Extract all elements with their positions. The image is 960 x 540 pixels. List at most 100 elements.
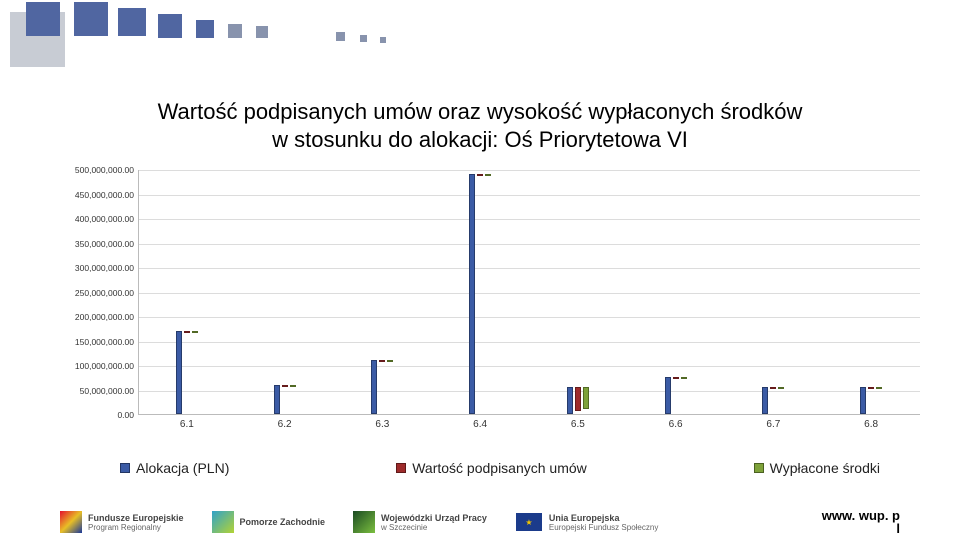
bar [860,387,866,414]
bar-group [860,387,882,414]
x-tick-label: 6.5 [529,419,627,430]
y-tick-label: 500,000,000.00 [75,165,134,175]
bar [575,387,581,411]
y-tick-label: 100,000,000.00 [75,361,134,371]
footer-logo: Wojewódzki Urząd Pracyw Szczecinie [353,511,487,533]
plot-area [138,170,920,415]
bar [583,387,589,409]
footer-url: www. wup. p l [822,509,900,536]
bar [681,377,687,379]
x-axis-labels: 6.16.26.36.46.56.66.76.8 [138,419,920,430]
deco-square [360,35,367,42]
bar [379,360,385,362]
bar [778,387,784,389]
deco-square [26,2,60,36]
y-tick-label: 250,000,000.00 [75,288,134,298]
gridline [139,342,920,343]
x-tick-label: 6.4 [431,419,529,430]
bar [770,387,776,389]
x-tick-label: 6.7 [725,419,823,430]
deco-square [336,32,345,41]
bar [868,387,874,389]
gridline [139,195,920,196]
bar-group [469,174,491,414]
bar [673,377,679,379]
title-line-1: Wartość podpisanych umów oraz wysokość w… [0,98,960,126]
bar-group [371,360,393,414]
bar [762,387,768,414]
bar [290,385,296,387]
gridline [139,268,920,269]
y-tick-label: 150,000,000.00 [75,337,134,347]
legend-swatch [754,463,764,473]
deco-square [158,14,182,38]
gridline [139,391,920,392]
bar-chart: 6.16.26.36.46.56.66.76.8 0.00 50,000,000.… [50,170,920,445]
x-tick-label: 6.2 [236,419,334,430]
deco-square [118,8,146,36]
bar [192,331,198,333]
deco-square [74,2,108,36]
gridline [139,366,920,367]
page-title: Wartość podpisanych umów oraz wysokość w… [0,98,960,153]
x-tick-label: 6.3 [334,419,432,430]
gridline [139,293,920,294]
title-line-2: w stosunku do alokacji: Oś Priorytetowa … [0,126,960,154]
bar [176,331,182,414]
deco-square [196,20,214,38]
logo-icon [212,511,234,533]
deco-square [380,37,386,43]
footer-logo: Pomorze Zachodnie [212,511,326,533]
y-tick-label: 0.00 [117,410,134,420]
bar [477,174,483,176]
x-tick-label: 6.8 [822,419,920,430]
bar [567,387,573,414]
deco-square [228,24,242,38]
bar-group [567,387,589,414]
bar [282,385,288,387]
bar [274,385,280,414]
logo-icon [353,511,375,533]
logo-label: Wojewódzki Urząd Pracyw Szczecinie [381,513,487,532]
bar-group [274,385,296,414]
deco-square [256,26,268,38]
footer-logo: Fundusze EuropejskieProgram Regionalny [60,511,184,533]
bar [184,331,190,333]
legend-label: Alokacja (PLN) [136,460,229,476]
bar-group [762,387,784,414]
bar-group [176,331,198,414]
footer-logos: Fundusze EuropejskieProgram Regionalny Po… [60,511,658,533]
gridline [139,244,920,245]
logo-label: Fundusze EuropejskieProgram Regionalny [88,513,184,532]
gridline [139,219,920,220]
y-tick-label: 50,000,000.00 [80,386,134,396]
x-tick-label: 6.1 [138,419,236,430]
legend-swatch [396,463,406,473]
legend-item: Wypłacone środki [754,460,880,476]
legend-item: Alokacja (PLN) [120,460,229,476]
y-tick-label: 350,000,000.00 [75,239,134,249]
gridline [139,317,920,318]
logo-icon: ★ [515,512,543,532]
y-tick-label: 200,000,000.00 [75,312,134,322]
y-tick-label: 400,000,000.00 [75,214,134,224]
header-squares [0,0,400,70]
footer-logo: ★ Unia EuropejskaEuropejski Fundusz Społe… [515,512,658,532]
legend-label: Wartość podpisanych umów [412,460,587,476]
gridline [139,170,920,171]
logo-icon [60,511,82,533]
footer: Fundusze EuropejskieProgram Regionalny Po… [60,509,900,536]
x-tick-label: 6.6 [627,419,725,430]
logo-label: Unia EuropejskaEuropejski Fundusz Społec… [549,513,658,532]
logo-label: Pomorze Zachodnie [240,517,326,527]
legend-swatch [120,463,130,473]
legend-label: Wypłacone środki [770,460,880,476]
bar-group [665,377,687,414]
bar [665,377,671,414]
y-tick-label: 450,000,000.00 [75,190,134,200]
y-tick-label: 300,000,000.00 [75,263,134,273]
legend: Alokacja (PLN) Wartość podpisanych umów … [120,460,880,476]
bar [469,174,475,414]
legend-item: Wartość podpisanych umów [396,460,587,476]
bar [485,174,491,176]
